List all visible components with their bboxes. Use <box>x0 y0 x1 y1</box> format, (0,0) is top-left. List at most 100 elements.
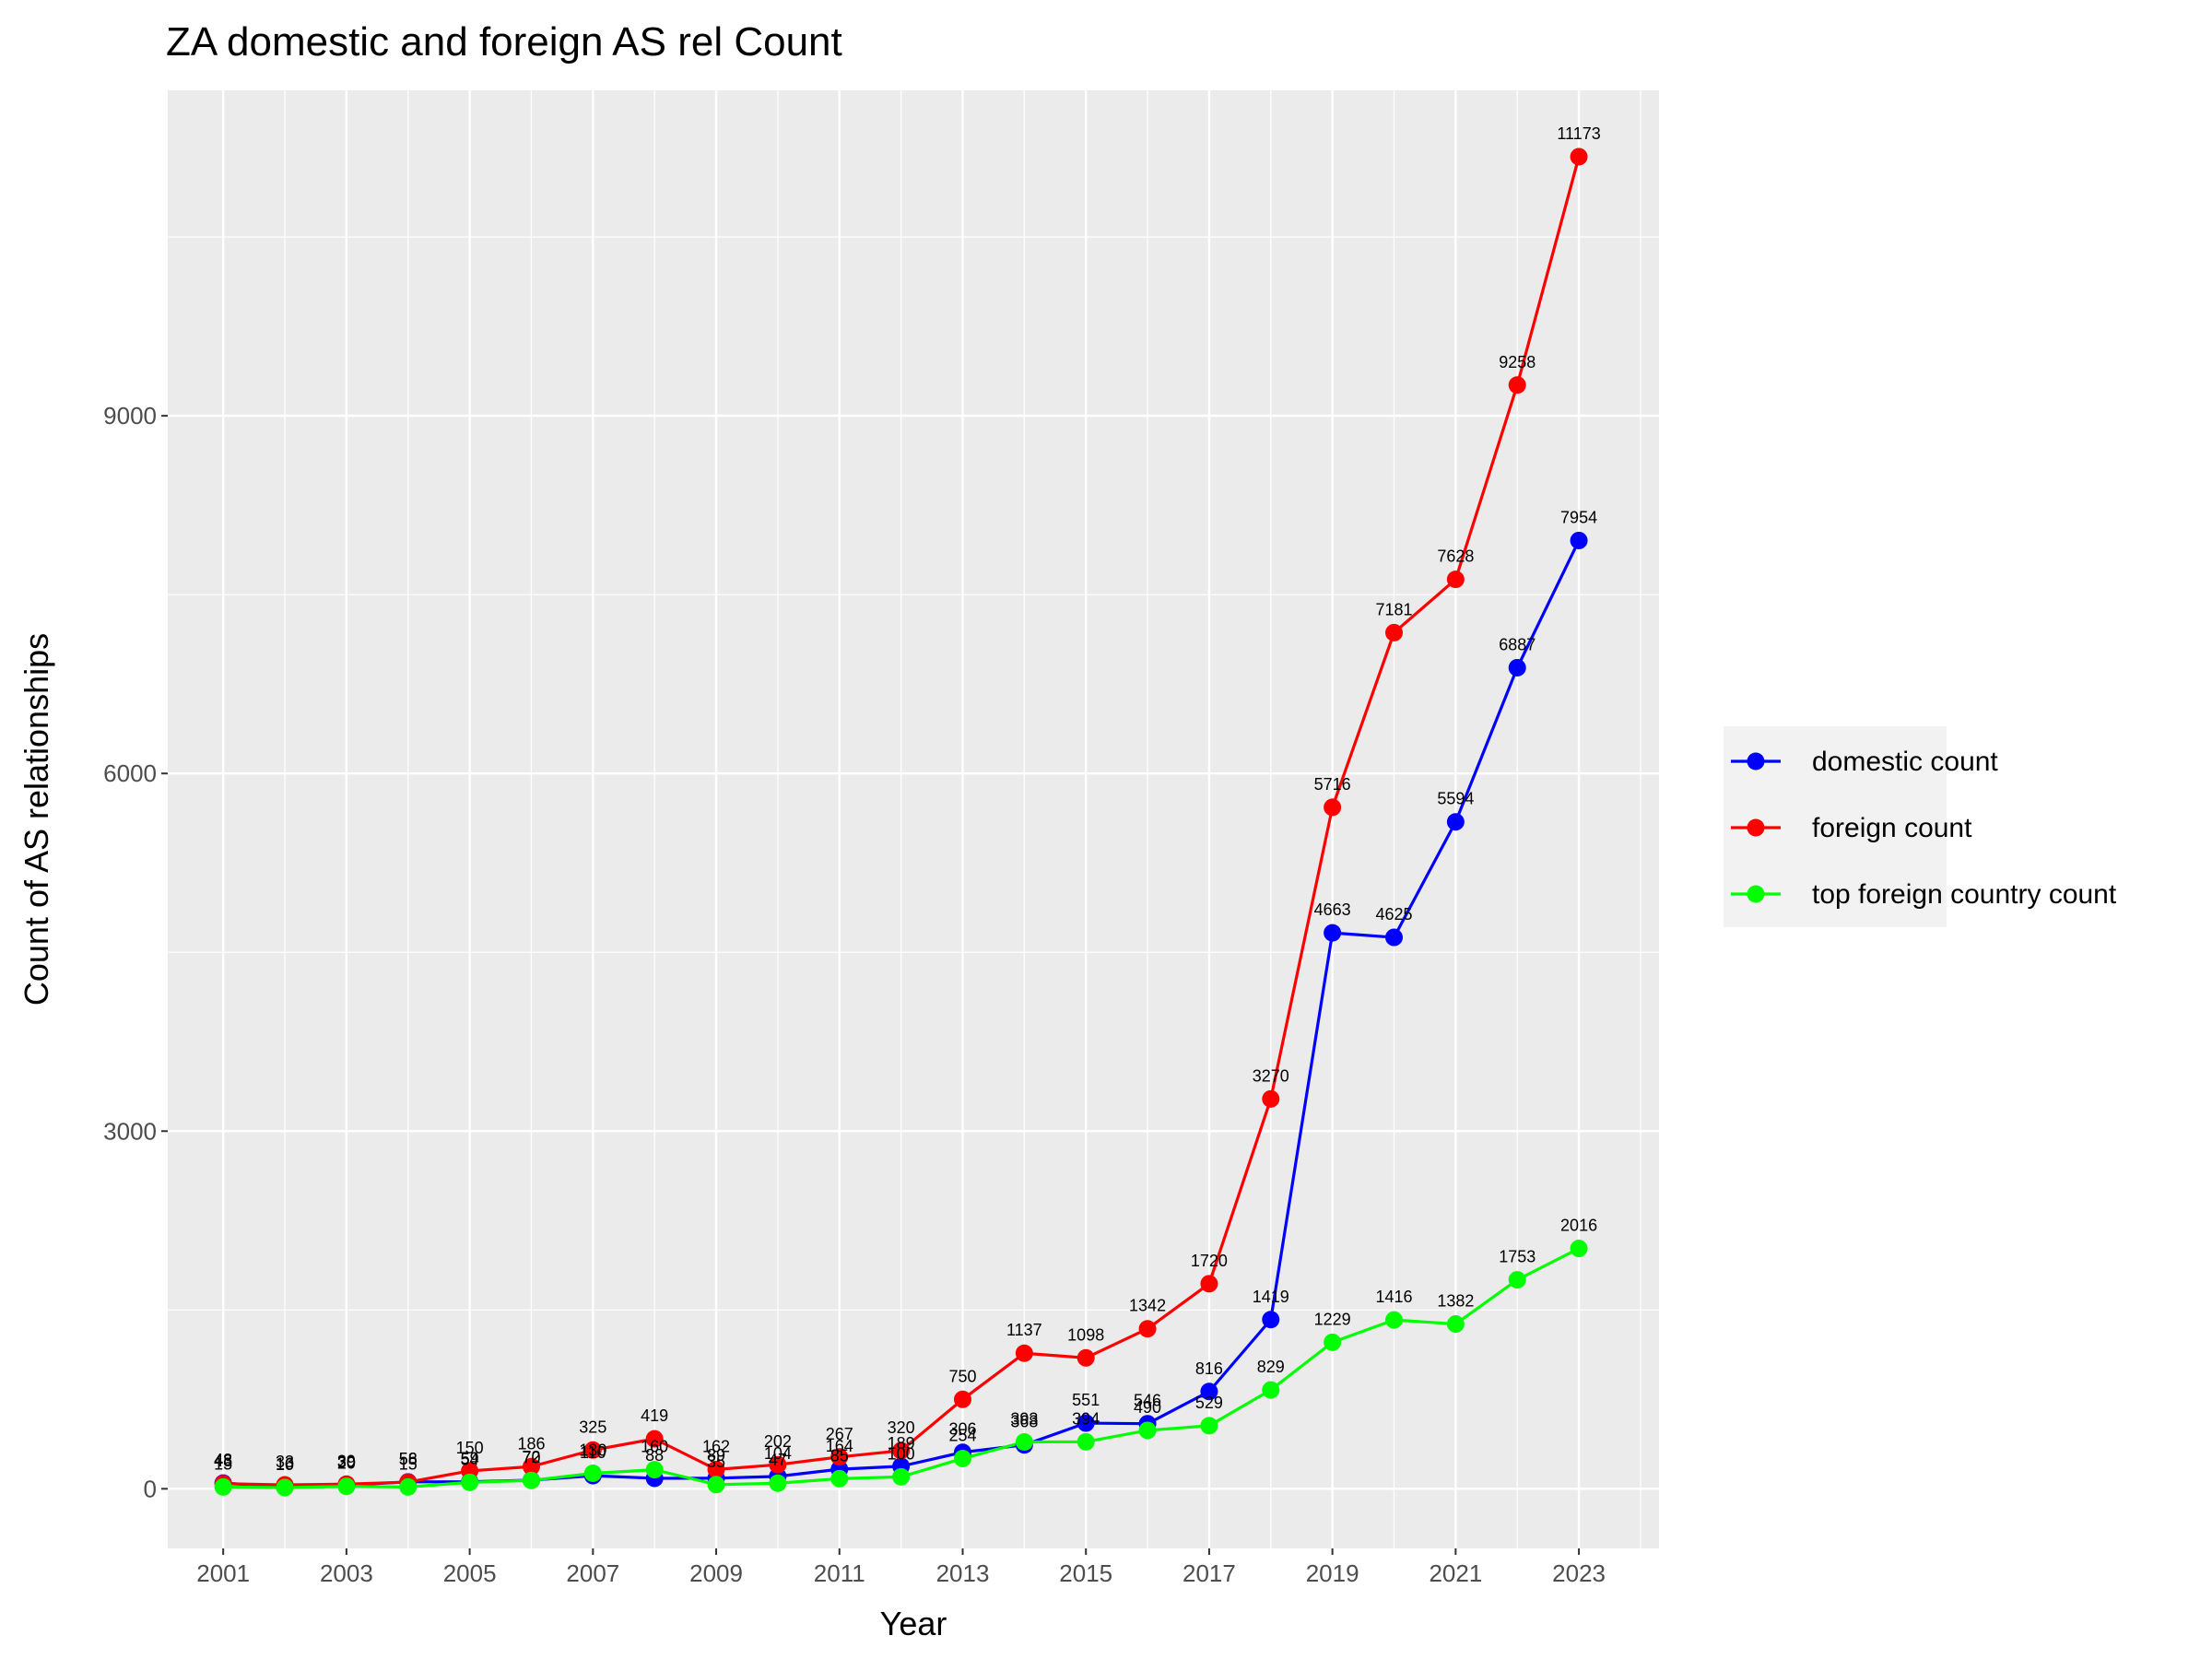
y-tick-label: 6000 <box>103 759 157 787</box>
data-label-2: 160 <box>641 1438 668 1456</box>
data-label-0: 306 <box>948 1420 976 1439</box>
x-tick-label: 2013 <box>936 1559 990 1587</box>
data-point-2 <box>1138 1421 1157 1440</box>
x-tick-label: 2011 <box>814 1559 865 1587</box>
data-point-2 <box>214 1477 232 1496</box>
data-point-1 <box>1200 1275 1218 1293</box>
data-label-0: 6887 <box>1499 635 1535 653</box>
legend-entry-label: domestic count <box>1812 747 1998 777</box>
data-point-2 <box>1015 1432 1033 1451</box>
data-point-2 <box>1077 1432 1095 1451</box>
data-label-1: 1137 <box>1006 1321 1042 1339</box>
data-label-1: 186 <box>517 1434 545 1453</box>
plot-panel <box>168 90 1659 1548</box>
data-label-0: 551 <box>1072 1391 1100 1409</box>
data-point-1 <box>1324 798 1342 817</box>
data-point-1 <box>1508 376 1526 394</box>
data-point-1 <box>583 1441 602 1459</box>
data-label-1: 320 <box>888 1418 915 1437</box>
data-point-1 <box>1138 1320 1157 1338</box>
data-point-2 <box>830 1469 849 1488</box>
data-label-1: 9258 <box>1499 353 1535 371</box>
data-point-2 <box>953 1449 971 1467</box>
data-label-1: 43 <box>214 1452 232 1470</box>
data-label-1: 33 <box>276 1453 294 1471</box>
data-label-2: 529 <box>1195 1394 1223 1412</box>
data-label-0: 16 <box>276 1454 294 1473</box>
legend-key-point <box>1747 752 1765 771</box>
data-label-0: 89 <box>707 1446 725 1465</box>
data-label-0: 104 <box>764 1444 792 1463</box>
data-label-2: 2016 <box>1560 1217 1597 1235</box>
data-label-2: 254 <box>948 1426 976 1444</box>
data-label-2: 15 <box>399 1454 418 1473</box>
data-label-1: 419 <box>641 1406 668 1425</box>
data-label-0: 816 <box>1195 1359 1223 1378</box>
y-axis-ticks: 0 3000 6000 9000 <box>103 402 168 1502</box>
data-label-2: 70 <box>522 1448 540 1466</box>
data-point-1 <box>1015 1344 1033 1362</box>
data-label-0: 48 <box>214 1451 232 1469</box>
data-point-1 <box>645 1430 664 1448</box>
data-label-1: 11173 <box>1557 124 1600 143</box>
data-point-1 <box>769 1455 787 1474</box>
data-point-1 <box>1077 1348 1095 1367</box>
x-tick-label: 2003 <box>320 1559 373 1587</box>
x-tick-label: 2015 <box>1059 1559 1112 1587</box>
data-label-2: 1229 <box>1314 1310 1351 1328</box>
data-point-2 <box>892 1467 911 1486</box>
data-point-2 <box>1262 1381 1280 1399</box>
data-label-0: 368 <box>1010 1413 1038 1431</box>
data-point-1 <box>1385 623 1404 641</box>
data-label-2: 394 <box>1072 1409 1100 1428</box>
legend: domestic count foreign count top foreign c… <box>1724 726 2117 927</box>
y-tick-label: 3000 <box>103 1117 157 1145</box>
x-tick-label: 2021 <box>1429 1559 1482 1587</box>
data-point-0 <box>1077 1414 1095 1432</box>
data-label-0: 58 <box>399 1450 418 1468</box>
data-label-2: 393 <box>1010 1409 1038 1428</box>
data-label-1: 1720 <box>1191 1252 1228 1270</box>
data-point-2 <box>399 1477 418 1496</box>
data-point-2 <box>276 1478 294 1497</box>
data-label-1: 325 <box>579 1418 606 1436</box>
data-label-1: 56 <box>399 1450 418 1468</box>
data-label-0: 546 <box>1134 1392 1161 1410</box>
data-point-2 <box>707 1476 725 1494</box>
data-point-2 <box>337 1477 356 1496</box>
data-point-1 <box>1446 571 1465 589</box>
data-label-2: 20 <box>337 1454 356 1473</box>
data-point-1 <box>892 1441 911 1460</box>
legend-entry-label: foreign count <box>1812 813 1972 843</box>
y-tick-label: 9000 <box>103 402 157 429</box>
data-label-2: 10 <box>276 1455 294 1474</box>
data-label-0: 7954 <box>1560 508 1597 526</box>
x-axis-title: Year <box>880 1605 947 1642</box>
data-label-1: 39 <box>337 1452 356 1470</box>
data-label-2: 490 <box>1134 1398 1161 1417</box>
data-point-2 <box>461 1473 479 1491</box>
data-label-0: 30 <box>337 1453 356 1471</box>
chart-title: ZA domestic and foreign AS rel Count <box>166 19 842 65</box>
data-point-0 <box>1324 924 1342 942</box>
data-label-1: 1098 <box>1067 1325 1104 1344</box>
x-tick-label: 2023 <box>1552 1559 1606 1587</box>
grid-major <box>168 90 1659 1548</box>
data-point-2 <box>1385 1311 1404 1329</box>
data-label-1: 267 <box>826 1425 853 1443</box>
data-label-1: 150 <box>456 1439 484 1457</box>
data-point-2 <box>1446 1315 1465 1334</box>
data-label-0: 5594 <box>1437 790 1474 808</box>
data-point-1 <box>522 1457 540 1476</box>
data-label-0: 59 <box>461 1450 479 1468</box>
x-tick-label: 2007 <box>566 1559 619 1587</box>
data-label-2: 47 <box>769 1451 787 1469</box>
data-label-1: 7181 <box>1375 600 1412 618</box>
x-tick-label: 2001 <box>196 1559 250 1587</box>
data-label-1: 1342 <box>1129 1297 1166 1315</box>
data-label-2: 130 <box>579 1441 606 1460</box>
data-label-0: 110 <box>580 1443 606 1462</box>
data-label-2: 829 <box>1257 1358 1285 1376</box>
data-label-1: 7628 <box>1437 547 1474 566</box>
